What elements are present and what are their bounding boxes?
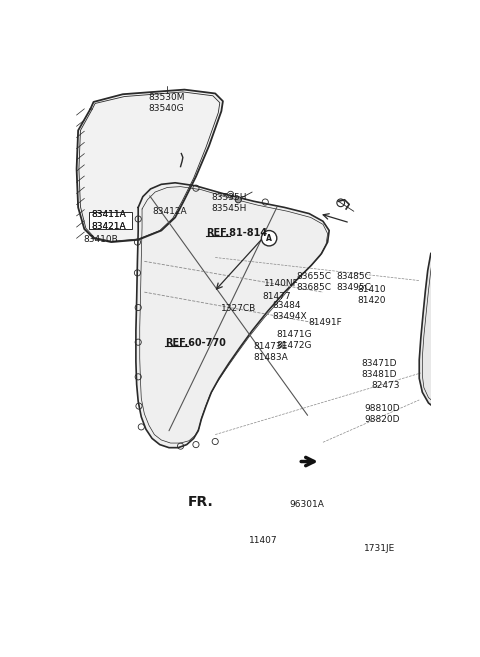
Text: 83535H
83545H: 83535H 83545H — [211, 193, 246, 213]
Text: REF.81-814: REF.81-814 — [206, 227, 267, 238]
FancyBboxPatch shape — [89, 212, 132, 229]
Text: 98810D
98820D: 98810D 98820D — [364, 403, 400, 424]
Text: 83484
83494X: 83484 83494X — [273, 301, 307, 321]
FancyBboxPatch shape — [106, 24, 177, 51]
Text: FR.: FR. — [188, 495, 213, 509]
Circle shape — [471, 282, 480, 340]
Circle shape — [448, 253, 457, 262]
Text: 83655C
83685C: 83655C 83685C — [296, 272, 331, 292]
Polygon shape — [77, 89, 223, 242]
Text: 81410
81420: 81410 81420 — [357, 285, 385, 306]
Text: 11407: 11407 — [250, 535, 278, 545]
Text: 1327CB: 1327CB — [221, 304, 256, 313]
Polygon shape — [136, 183, 329, 447]
Text: REF.60-770: REF.60-770 — [165, 338, 226, 348]
Text: 83411A
83421A: 83411A 83421A — [92, 210, 126, 231]
Text: 96301A: 96301A — [289, 500, 324, 509]
Text: 81471G
81472G: 81471G 81472G — [276, 330, 312, 350]
Text: 81477: 81477 — [263, 292, 291, 301]
Circle shape — [479, 489, 480, 499]
Circle shape — [235, 196, 241, 203]
Text: 83530M
83540G: 83530M 83540G — [148, 93, 185, 113]
Polygon shape — [419, 237, 480, 417]
Text: 83410B: 83410B — [84, 235, 118, 244]
Text: 81491F: 81491F — [308, 318, 342, 327]
Text: 1140NF: 1140NF — [264, 279, 299, 288]
Text: 1731JE: 1731JE — [364, 544, 396, 553]
Text: A: A — [266, 234, 272, 242]
Text: 83471D
83481D: 83471D 83481D — [361, 359, 397, 379]
Text: 83485C
83495C: 83485C 83495C — [336, 272, 372, 292]
Text: 82473: 82473 — [372, 382, 400, 390]
Circle shape — [262, 231, 277, 246]
Text: 81473E
81483A: 81473E 81483A — [253, 342, 288, 362]
Text: 83411A
83421A: 83411A 83421A — [92, 210, 126, 231]
Text: 83412A: 83412A — [153, 208, 188, 216]
